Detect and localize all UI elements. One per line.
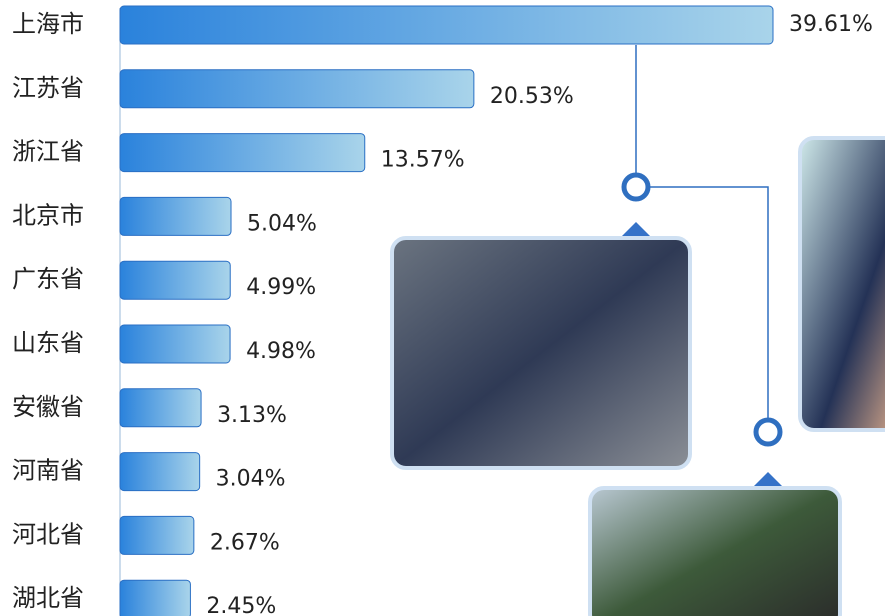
- value-label: 13.57%: [381, 148, 465, 173]
- photo: [800, 138, 885, 430]
- category-label: 上海市: [12, 10, 84, 38]
- category-label: 广东省: [12, 265, 84, 293]
- category-label: 湖北省: [12, 584, 84, 612]
- category-label: 浙江省: [12, 138, 84, 166]
- category-label: 安徽省: [12, 393, 84, 421]
- category-label: 江苏省: [12, 74, 84, 102]
- bar: [120, 516, 194, 554]
- page: 上海市 39.61% 江苏省 20.53% 浙江省 13.57% 北京市 5.04% 广东省 4.…: [0, 0, 885, 616]
- value-label: 2.45%: [206, 594, 276, 616]
- bar: [120, 70, 474, 108]
- category-label: 河北省: [12, 520, 84, 548]
- pointer: [752, 472, 784, 488]
- value-label: 20.53%: [490, 84, 574, 109]
- bar: [120, 580, 190, 616]
- category-label: 河南省: [12, 457, 84, 485]
- value-label: 3.04%: [216, 467, 286, 492]
- photo: [392, 238, 690, 468]
- bar: [120, 325, 230, 363]
- value-label: 5.04%: [247, 211, 317, 236]
- bar: [120, 134, 365, 172]
- value-label: 4.98%: [246, 339, 316, 364]
- bar: [120, 389, 201, 427]
- connector-node: [756, 420, 780, 444]
- value-label: 39.61%: [789, 12, 873, 37]
- bar: [120, 453, 200, 491]
- bar: [120, 261, 230, 299]
- value-label: 2.67%: [210, 530, 280, 555]
- category-label: 山东省: [12, 329, 84, 357]
- bar: [120, 197, 231, 235]
- pointer: [620, 222, 652, 238]
- photo: [590, 488, 840, 616]
- category-label: 北京市: [12, 201, 84, 229]
- bar: [120, 6, 773, 44]
- chart: 上海市 39.61% 江苏省 20.53% 浙江省 13.57% 北京市 5.04% 广东省 4.…: [0, 0, 885, 616]
- value-label: 4.99%: [246, 275, 316, 300]
- connector-node: [624, 175, 648, 199]
- value-label: 3.13%: [217, 403, 287, 428]
